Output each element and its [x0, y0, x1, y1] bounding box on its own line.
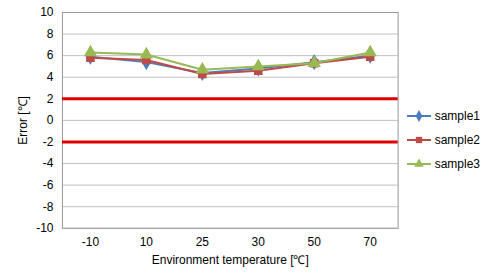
svg-text:2: 2	[47, 92, 54, 106]
svg-text:-4: -4	[43, 156, 54, 170]
svg-text:Error [℃]: Error [℃]	[16, 96, 30, 145]
svg-text:25: 25	[196, 235, 210, 249]
svg-text:30: 30	[252, 235, 266, 249]
svg-text:8: 8	[47, 27, 54, 41]
svg-text:-10: -10	[82, 235, 100, 249]
svg-text:0: 0	[47, 113, 54, 127]
svg-text:10: 10	[140, 235, 154, 249]
html-text:sample3: sample3	[434, 157, 480, 171]
svg-text:4: 4	[47, 70, 54, 84]
html-text:sample1: sample1	[434, 109, 480, 123]
svg-text:-6: -6	[43, 178, 54, 192]
svg-text:50: 50	[308, 235, 322, 249]
svg-text:-10: -10	[36, 221, 54, 235]
svg-text:-8: -8	[43, 200, 54, 214]
html-text:sample2: sample2	[434, 133, 480, 147]
svg-text:70: 70	[363, 235, 377, 249]
svg-text:10: 10	[40, 5, 54, 19]
svg-text:6: 6	[47, 48, 54, 62]
svg-text:-2: -2	[43, 135, 54, 149]
svg-text:Environment temperature [℃]: Environment temperature [℃]	[152, 253, 309, 267]
